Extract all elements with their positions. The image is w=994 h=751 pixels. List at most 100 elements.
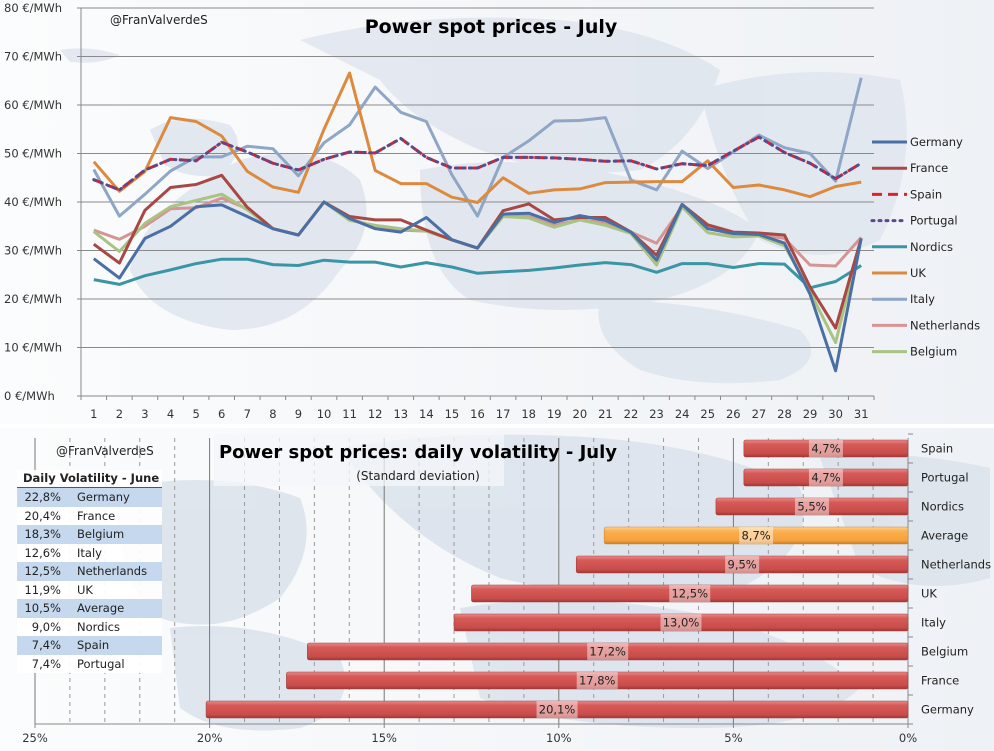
- x-tick-label: 1: [90, 407, 97, 421]
- bar-spain: 4,7%: [743, 439, 909, 458]
- x-tick-label: 31: [854, 407, 869, 421]
- x-tick-label: 7: [244, 407, 251, 421]
- x-tick-label: 11: [342, 407, 357, 421]
- x-tick-label: 15%: [371, 731, 397, 745]
- series-lines: [92, 71, 863, 373]
- x-tick-label: 8: [269, 407, 276, 421]
- bar-italy: 13,0%: [453, 613, 909, 632]
- row-value: 11,9%: [17, 580, 77, 599]
- bar-rect: [743, 468, 909, 487]
- x-tick-label: 27: [752, 407, 767, 421]
- legend-label-belgium: Belgium: [910, 345, 957, 359]
- x-axis-tick-labels: 0% 5% 10% 15% 20% 25%: [22, 724, 917, 745]
- bar-rect: [743, 439, 909, 458]
- x-tick-label: 15: [445, 407, 460, 421]
- row-name: Germany: [77, 487, 163, 507]
- x-tick-label: 3: [141, 407, 148, 421]
- x-tick-label: 4: [167, 407, 174, 421]
- table-row: 7,4% Portugal: [17, 654, 163, 673]
- table-row: 11,9% UK: [17, 580, 163, 599]
- y-axis-tick-labels: 0 €/MWh 10 €/MWh 20 €/MWh 30 €/MWh 40 €/MWh 5…: [4, 1, 62, 403]
- row-value: 20,4%: [17, 506, 77, 525]
- bar-rect: [453, 613, 909, 632]
- bar-nordics: 5,5%: [715, 497, 909, 516]
- data-label: 17,8%: [579, 674, 616, 688]
- row-name: Average: [77, 599, 163, 618]
- legend-label-nordics: Nordics: [910, 240, 953, 254]
- legend-label-spain: Spain: [910, 187, 942, 201]
- bar-portugal: 4,7%: [743, 468, 909, 487]
- x-tick-label: 24: [675, 407, 690, 421]
- row-value: 7,4%: [17, 654, 77, 673]
- category-label: Average: [921, 529, 968, 543]
- data-label-backdrop: [660, 614, 702, 631]
- bar-chart-title: Power spot prices: daily volatility - Ju…: [219, 442, 617, 463]
- x-tick-label: 5%: [724, 731, 742, 745]
- category-label: Nordics: [921, 500, 964, 514]
- x-tick-label: 22: [624, 407, 639, 421]
- x-tick-label: 5: [192, 407, 199, 421]
- y-tick-label: 0 €/MWh: [4, 389, 55, 403]
- category-label: Belgium: [921, 645, 968, 659]
- data-label-backdrop: [669, 585, 711, 602]
- bar-rect: [205, 700, 909, 719]
- data-label: 4,7%: [811, 442, 840, 456]
- x-tick-label: 0%: [899, 731, 917, 745]
- data-label-backdrop: [808, 440, 843, 457]
- x-tick-label: 28: [777, 407, 792, 421]
- category-labels: Spain Portugal Nordics Average Netherlands UK…: [921, 442, 991, 717]
- bar-chart-panel: 0% 5% 10% 15% 20% 25% Spain Portugal Nordics Ave…: [0, 428, 994, 751]
- y-tick-label: 80 €/MWh: [4, 1, 62, 15]
- row-value: 9,0%: [17, 617, 77, 636]
- row-name: Nordics: [77, 617, 163, 636]
- legend-label-germany: Germany: [910, 135, 963, 149]
- legend: Germany France Spain Portugal Nordics UK Italy…: [870, 135, 980, 359]
- table-row: 7,4% Spain: [17, 636, 163, 655]
- table-row: 22,8% Germany: [17, 487, 163, 507]
- x-tick-label: 30: [828, 407, 843, 421]
- row-name: France: [77, 506, 163, 525]
- row-value: 7,4%: [17, 636, 77, 655]
- y-tick-label: 40 €/MWh: [4, 195, 62, 209]
- legend-label-netherlands: Netherlands: [910, 318, 980, 332]
- row-name: Spain: [77, 636, 163, 655]
- x-tick-label: 19: [547, 407, 562, 421]
- data-label-backdrop: [808, 469, 843, 486]
- bar-rect: [575, 555, 909, 574]
- data-label-backdrop: [587, 643, 629, 660]
- bar-average: 8,7%: [603, 526, 909, 545]
- data-label: 20,1%: [539, 703, 576, 717]
- row-value: 10,5%: [17, 599, 77, 618]
- series-line-nordics: [93, 257, 862, 290]
- y-tick-label: 60 €/MWh: [4, 98, 62, 112]
- x-tick-label: 10%: [546, 731, 572, 745]
- row-name: Portugal: [77, 654, 163, 673]
- table-row: 20,4% France: [17, 506, 163, 525]
- title-backdrop: [214, 434, 504, 486]
- series-line-italy: [92, 77, 863, 218]
- line-chart: 0 €/MWh 10 €/MWh 20 €/MWh 30 €/MWh 40 €/MWh 5…: [0, 0, 994, 424]
- table-row: 12,5% Netherlands: [17, 562, 163, 581]
- row-value: 12,5%: [17, 562, 77, 581]
- x-tick-label: 10: [317, 407, 332, 421]
- x-tick-label: 21: [598, 407, 613, 421]
- line-chart-panel: 0 €/MWh 10 €/MWh 20 €/MWh 30 €/MWh 40 €/MWh 5…: [0, 0, 994, 424]
- x-tick-label: 25%: [22, 731, 48, 745]
- table-row: 12,6% Italy: [17, 543, 163, 562]
- june-volatility-table: Daily Volatility - June 22,8% Germany 20,…: [17, 470, 163, 673]
- series-line-uk: [92, 71, 862, 204]
- series-line-germany: [92, 200, 863, 373]
- category-label: Netherlands: [921, 558, 991, 572]
- bars: 4,7% 4,7% 5,5% 8,7% 9,5% 12,5% 13,0% 17,2% 17,8%…: [205, 439, 909, 719]
- y-tick-label: 70 €/MWh: [4, 50, 62, 64]
- x-tick-label: 25: [700, 407, 715, 421]
- data-label: 5,5%: [797, 500, 826, 514]
- x-axis-tick-labels: 1 2 3 4 5 6 7 8 9 10 11 12 13 14 15 16 17 18 19 20 21 22 23 24 2…: [80, 396, 875, 421]
- category-label: France: [921, 674, 959, 688]
- bar-rect: [307, 642, 909, 661]
- watermark-bottom: @FranValverdeS: [56, 444, 154, 458]
- table-row: 18,3% Belgium: [17, 525, 163, 544]
- june-table-title: Daily Volatility - June: [17, 470, 163, 488]
- x-tick-label: 16: [470, 407, 485, 421]
- row-value: 22,8%: [17, 487, 77, 507]
